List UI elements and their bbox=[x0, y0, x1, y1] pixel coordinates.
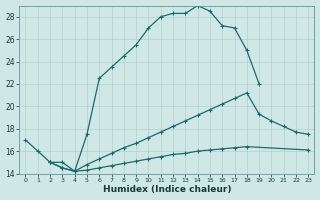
X-axis label: Humidex (Indice chaleur): Humidex (Indice chaleur) bbox=[103, 185, 231, 194]
